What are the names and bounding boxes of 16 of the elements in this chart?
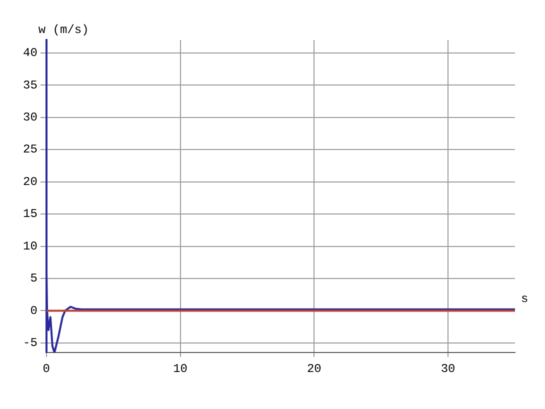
y-tick-label: -5 (22, 336, 38, 350)
y-tick-label: 5 (30, 272, 38, 286)
y-tick-label: 30 (22, 110, 38, 125)
y-tick-label: 25 (22, 142, 38, 157)
y-tick-label: 0 (30, 304, 38, 318)
y-axis-title: w (m/s) (38, 23, 89, 38)
x-axis-title: s (521, 292, 528, 306)
y-tick-label: 10 (22, 239, 38, 254)
y-tick-label: 20 (22, 174, 38, 189)
x-tick-label: 10 (173, 362, 188, 376)
y-tick-label: 15 (22, 207, 38, 222)
y-tick-label: 35 (22, 78, 38, 92)
x-tick-label: 20 (306, 362, 322, 376)
x-tick-label: 30 (440, 362, 456, 376)
y-tick-label: 40 (22, 46, 38, 60)
x-tick-label: 0 (42, 362, 50, 376)
